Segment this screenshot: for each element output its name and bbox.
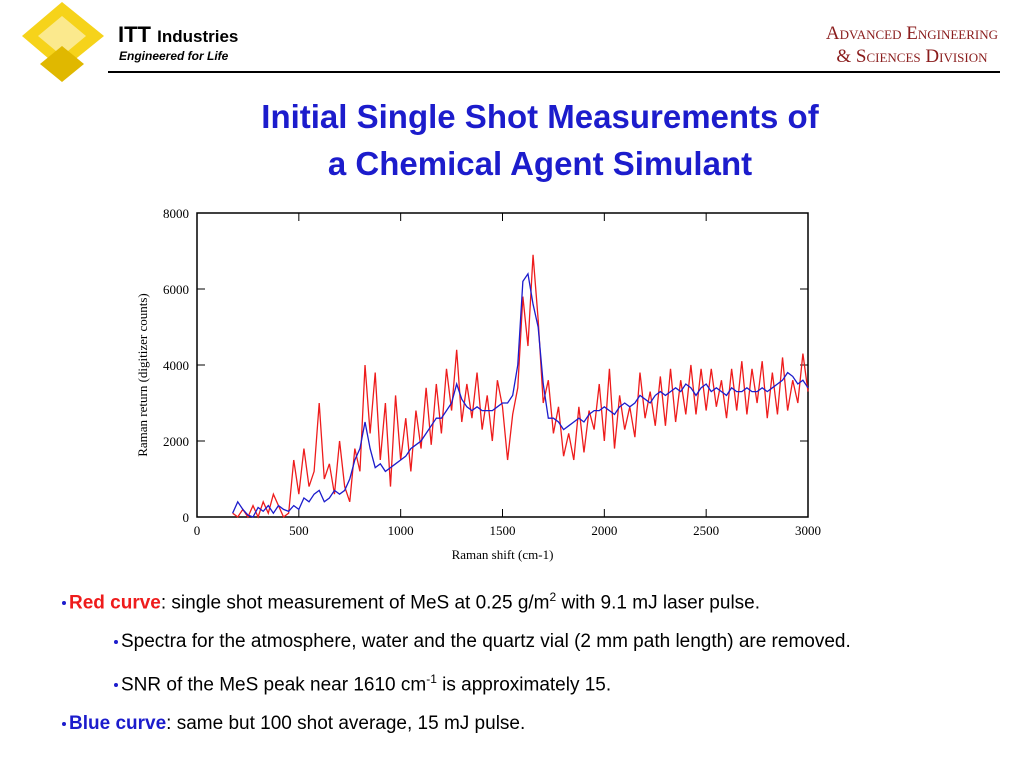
plot-frame (196, 212, 809, 518)
text: with 9.1 mJ laser pulse. (556, 592, 761, 614)
division: Advanced Engineering & Sciences Division (826, 22, 998, 68)
y-tick-label: 0 (183, 510, 190, 525)
text: : single shot measurement of MeS at 0.25… (160, 592, 550, 614)
company: ITT Industries (118, 22, 238, 48)
tagline: Engineered for Life (119, 49, 229, 63)
text: ITT (118, 22, 151, 47)
y-tick-label: 2000 (163, 434, 189, 449)
text: Initial Single Shot Measurements of (261, 98, 819, 135)
x-tick-label: 1500 (490, 523, 516, 538)
text: Spectra for the atmosphere, water and th… (121, 631, 851, 652)
x-tick-label: 1000 (388, 523, 414, 538)
text: is approximately 15. (436, 674, 612, 696)
text: Industries (157, 27, 239, 46)
y-axis-label: Raman return (digitizer counts) (135, 293, 150, 457)
slide-title: Initial Single Shot Measurements of a Che… (0, 93, 1024, 187)
text: SNR of the MeS peak near 1610 cm (121, 674, 427, 696)
bullet: Blue curve: same but 100 shot average, 1… (62, 713, 525, 735)
y-tick-label: 4000 (163, 358, 189, 373)
text: : same but 100 shot average, 15 mJ pulse… (166, 713, 526, 734)
chart: 0 500 1000 1500 2000 2500 3000 0 2000 4000 6000 800… (22, 2, 1000, 562)
x-tick-label: 500 (289, 523, 309, 538)
text: a Chemical Agent Simulant (327, 145, 753, 182)
y-tick-label: 6000 (163, 282, 189, 297)
x-axis-label: Raman shift (cm-1) (452, 547, 554, 562)
text: 2 (549, 590, 557, 604)
bullet: Spectra for the atmosphere, water and th… (114, 631, 851, 653)
text: & Sciences Division (836, 46, 988, 67)
x-tick-label: 3000 (795, 523, 821, 538)
text: -1 (426, 672, 437, 686)
x-tick-label: 2500 (693, 523, 719, 538)
y-tick-label: 8000 (163, 206, 189, 221)
text: Advanced Engineering (825, 23, 998, 44)
bullet: Red curve: single shot measurement of Me… (62, 590, 760, 614)
x-tick-label: 0 (194, 523, 201, 538)
text: Red curve (69, 592, 161, 614)
logo (22, 2, 104, 82)
x-tick-label: 2000 (591, 523, 617, 538)
text: Blue curve (69, 713, 167, 734)
series-line (232, 272, 809, 518)
series-line (232, 254, 809, 519)
bullet: SNR of the MeS peak near 1610 cm-1 is ap… (114, 672, 611, 696)
